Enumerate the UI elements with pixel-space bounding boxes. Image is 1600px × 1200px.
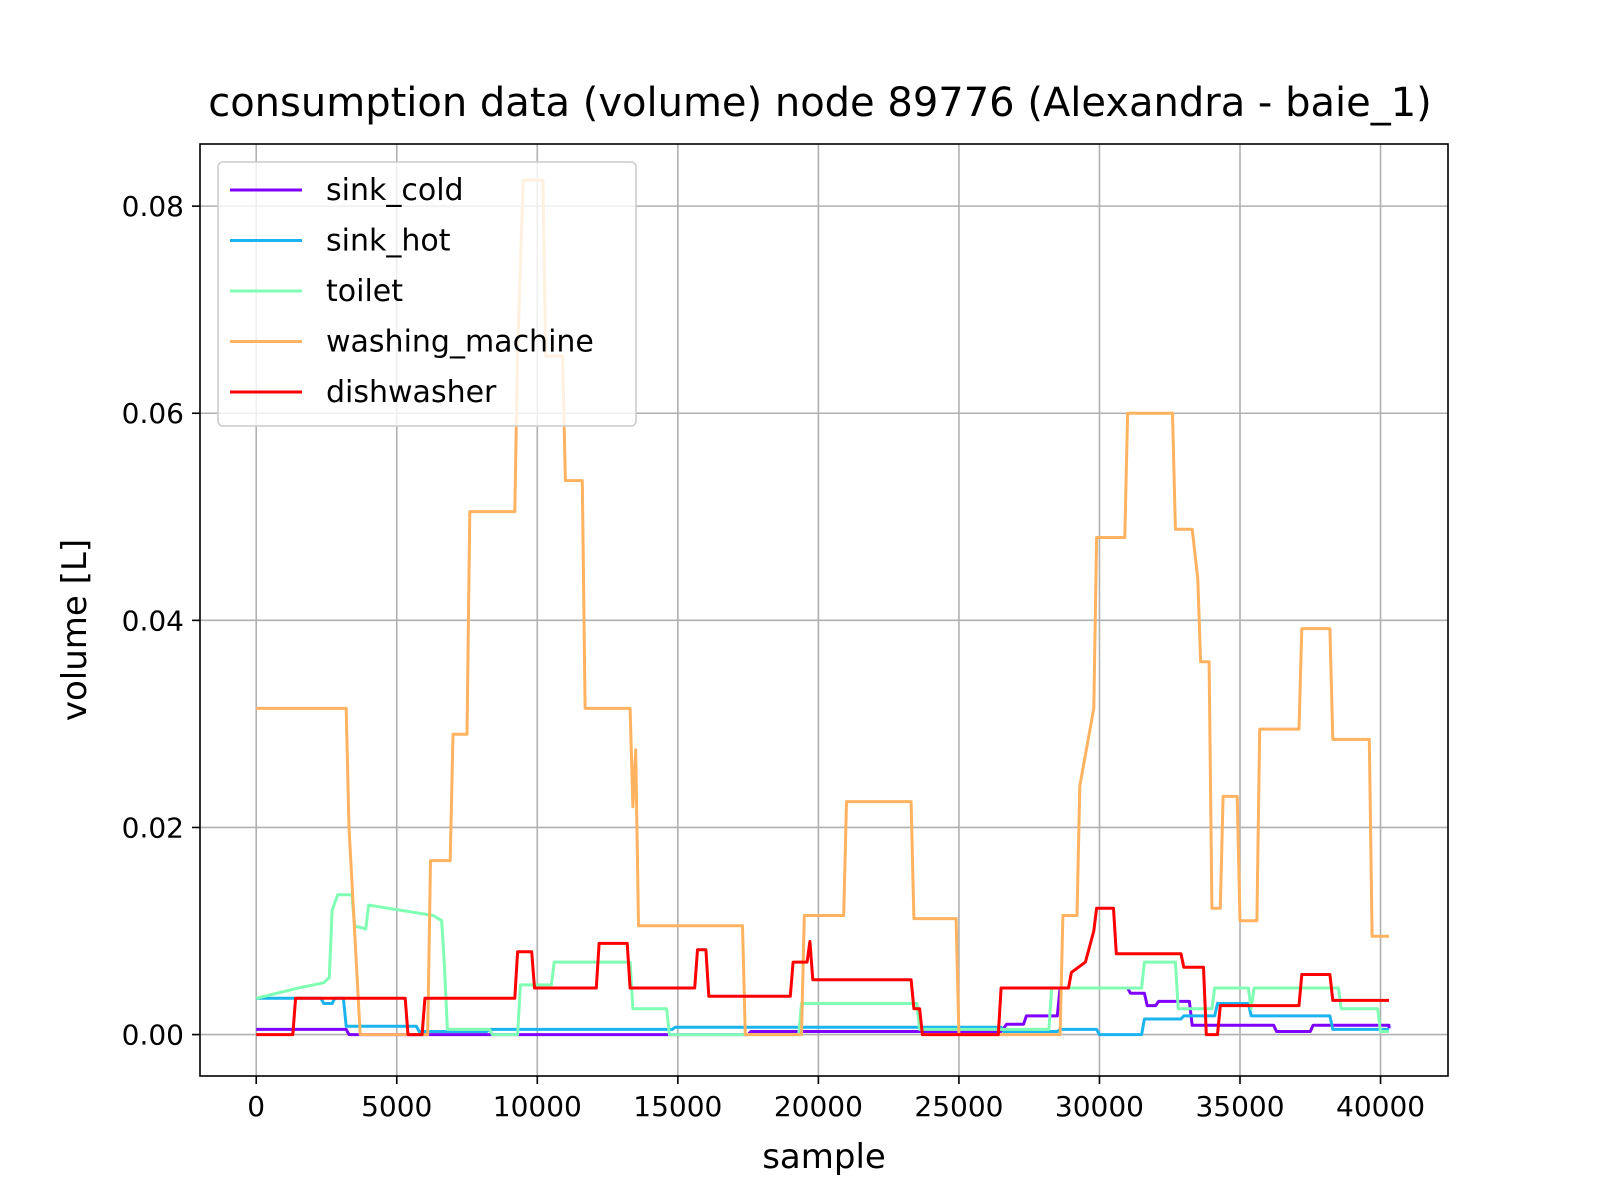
- x-tick-label: 40000: [1336, 1090, 1425, 1123]
- x-tick-label: 5000: [361, 1090, 432, 1123]
- y-axis-label: volume [L]: [55, 539, 95, 721]
- plot-frame: [199, 143, 1449, 1077]
- series-layer: [255, 178, 1391, 1037]
- x-tick-label: 35000: [1195, 1090, 1284, 1123]
- series-line-washing-machine: [256, 178, 1389, 1037]
- series-line-dishwasher: [256, 906, 1389, 1037]
- legend-entry-sink-cold: sink_cold: [326, 173, 464, 208]
- y-axis-ticks: 0.00 0.02 0.04 0.06 0.08: [122, 190, 200, 1052]
- x-axis-ticks: 0 5000 10000 15000 20000 25000 30000 35000 40000: [247, 1076, 1425, 1123]
- legend-box: [217, 161, 637, 427]
- legend-entry-washing-machine: washing_machine: [326, 325, 594, 360]
- series-line-sink-cold: [256, 986, 1391, 1037]
- legend-entry-toilet: toilet: [326, 274, 403, 309]
- x-tick-label: 20000: [774, 1090, 863, 1123]
- y-tick-label: 0.06: [122, 397, 184, 430]
- chart-title: consumption data (volume) node 89776 (Al…: [208, 80, 1432, 126]
- y-tick-label: 0.04: [122, 604, 184, 637]
- x-axis-label: sample: [762, 1137, 886, 1177]
- x-tick-label: 10000: [493, 1090, 582, 1123]
- legend-entry-dishwasher: dishwasher: [326, 375, 497, 410]
- y-tick-label: 0.08: [122, 190, 184, 223]
- x-tick-label: 30000: [1055, 1090, 1144, 1123]
- x-tick-label: 0: [247, 1090, 265, 1123]
- y-tick-label: 0.00: [122, 1019, 184, 1052]
- x-tick-label: 25000: [914, 1090, 1003, 1123]
- legend-entry-sink-hot: sink_hot: [326, 224, 451, 259]
- x-tick-label: 15000: [633, 1090, 722, 1123]
- y-tick-label: 0.02: [122, 811, 184, 844]
- series-line-toilet: [255, 893, 1389, 1037]
